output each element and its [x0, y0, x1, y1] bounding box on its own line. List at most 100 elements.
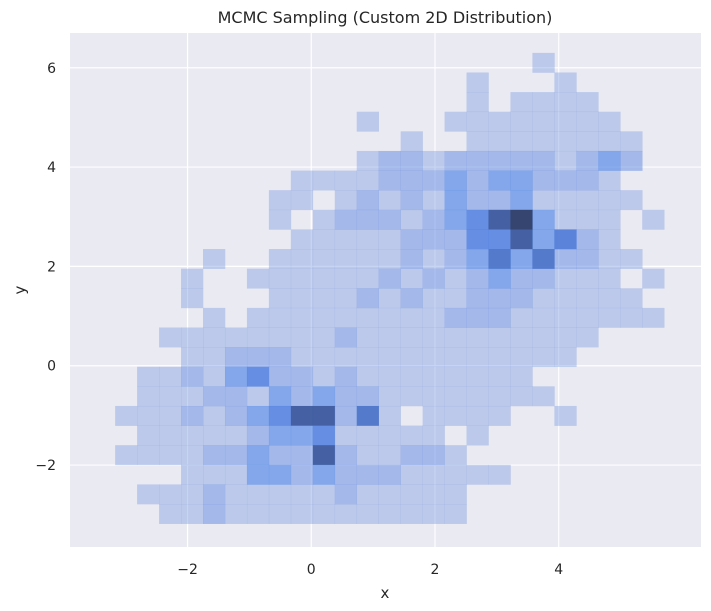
histogram-bin [422, 229, 445, 250]
histogram-bin [224, 347, 248, 368]
histogram-bin [290, 307, 314, 328]
histogram-bin [334, 288, 358, 309]
histogram-bin [356, 347, 379, 368]
histogram-bin [598, 229, 621, 250]
histogram-bin [290, 249, 314, 269]
histogram-bin [268, 405, 292, 426]
histogram-bin [246, 405, 270, 426]
histogram-bin [312, 307, 336, 328]
histogram-bin [115, 405, 138, 426]
histogram-bin [203, 249, 226, 269]
histogram-bin [598, 288, 621, 309]
histogram-bin [554, 307, 577, 328]
histogram-bin [488, 405, 511, 426]
histogram-bin [510, 268, 533, 289]
histogram-bin [554, 288, 577, 309]
histogram-bin [466, 366, 489, 387]
histogram-bin [290, 366, 314, 387]
histogram-bin [203, 504, 226, 524]
histogram-bin [576, 190, 599, 211]
histogram-bin [268, 386, 292, 407]
histogram-bin [312, 504, 336, 524]
histogram-bin [466, 464, 489, 485]
histogram-bin [137, 484, 160, 505]
histogram-bin [510, 209, 533, 230]
histogram-bin [224, 366, 248, 387]
histogram-bin [268, 209, 292, 230]
histogram-bin [444, 249, 467, 269]
histogram-bin [356, 366, 379, 387]
histogram-bin [181, 268, 204, 289]
histogram-bin [268, 307, 292, 328]
histogram-bin [334, 249, 358, 269]
histogram-bin [290, 405, 314, 426]
histogram-bin [312, 445, 336, 466]
y-tick-label: 2 [47, 259, 56, 275]
histogram-bin [444, 445, 467, 466]
histogram-bin [378, 484, 401, 505]
histogram-bin [532, 150, 555, 171]
histogram-bin [400, 327, 423, 348]
histogram-bin [378, 386, 401, 407]
histogram-bin [422, 405, 445, 426]
histogram-bin [356, 327, 379, 348]
histogram-bin [466, 131, 489, 152]
histogram-bin [444, 405, 467, 426]
histogram-bin [400, 190, 423, 211]
histogram-bin [115, 445, 138, 466]
histogram-bin [290, 425, 314, 446]
histogram-bin [510, 366, 533, 387]
histogram-bin [312, 288, 336, 309]
histogram-bin [466, 307, 489, 328]
x-tick-label: 0 [307, 562, 316, 578]
histogram-bins [115, 52, 665, 524]
histogram-bin [422, 484, 445, 505]
x-tick-label: 4 [554, 562, 563, 578]
histogram-bin [378, 150, 401, 171]
histogram-bin [488, 268, 511, 289]
histogram-bin [312, 464, 336, 485]
histogram-bin [137, 366, 160, 387]
histogram-bin [137, 386, 160, 407]
histogram-bin [422, 288, 445, 309]
histogram-bin [532, 209, 555, 230]
histogram-bin [203, 484, 226, 505]
histogram-bin [576, 268, 599, 289]
histogram-bin [334, 229, 358, 250]
histogram-bin [290, 327, 314, 348]
histogram-bin [356, 405, 379, 426]
histogram-bin [224, 464, 248, 485]
histogram-bin [203, 327, 226, 348]
histogram-bin [181, 425, 204, 446]
histogram-bin [268, 464, 292, 485]
histogram-bin [334, 425, 358, 446]
histogram-bin [488, 190, 511, 211]
histogram-bin [510, 288, 533, 309]
histogram-bin [356, 425, 379, 446]
histogram-bin [312, 268, 336, 289]
histogram-bin [466, 72, 489, 93]
histogram-bin [532, 92, 555, 113]
histogram-bin [334, 464, 358, 485]
histogram-bin [510, 92, 533, 113]
y-tick-label: 0 [47, 359, 56, 375]
histogram-bin [642, 209, 665, 230]
histogram-bin [422, 249, 445, 269]
histogram-bin [159, 366, 182, 387]
chart-title: MCMC Sampling (Custom 2D Distribution) [218, 8, 553, 27]
histogram-bin [356, 249, 379, 269]
histogram-bin [488, 131, 511, 152]
histogram-bin [554, 405, 577, 426]
histogram-bin [290, 484, 314, 505]
histogram-bin [356, 229, 379, 250]
histogram-bin [488, 229, 511, 250]
histogram-bin [312, 249, 336, 269]
histogram-bin [159, 386, 182, 407]
histogram-bin [378, 307, 401, 328]
histogram-bin [554, 170, 577, 191]
histogram-bin [246, 307, 270, 328]
histogram-bin [268, 190, 292, 211]
histogram-bin [334, 386, 358, 407]
y-axis-label: y [11, 285, 29, 294]
histogram-bin [400, 249, 423, 269]
